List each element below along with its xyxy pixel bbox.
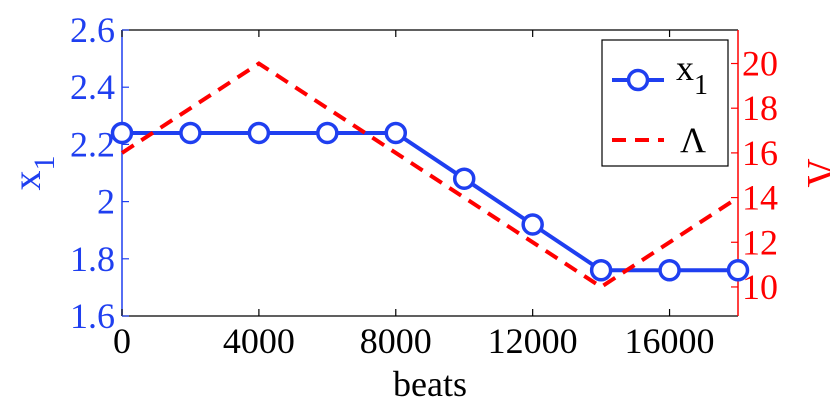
y-left-tick-label: 2: [97, 182, 115, 222]
x-tick-label: 16000: [625, 321, 715, 361]
y-right-tick-label: 14: [742, 178, 778, 218]
legend-marker-series-1: [626, 68, 650, 92]
series-point-1: [521, 213, 544, 236]
y-left-tick-label: 2.2: [70, 124, 115, 164]
legend: x1Λ: [601, 39, 729, 167]
legend-label-series-2: Λ: [680, 120, 706, 160]
y-right-axis-label: Λ: [799, 158, 830, 187]
y-left-tick-label: 2.4: [70, 67, 115, 107]
x-tick-label: 12000: [488, 321, 578, 361]
axis-ticks: 0 4000 8000 12000 160001.61.822.22.42.610121…: [70, 10, 778, 361]
y-left-tick-label: 1.8: [70, 239, 115, 279]
y-left-axis-label: x1: [4, 156, 61, 191]
y-left-tick-label: 2.6: [70, 10, 115, 50]
series-point-1: [726, 258, 750, 282]
x-tick-label: 8000: [360, 321, 432, 361]
x-axis-label: beats: [393, 364, 467, 404]
series-point-1: [452, 167, 476, 190]
series-point-1: [658, 258, 681, 282]
series-point-1: [384, 121, 408, 145]
series-line-1: [122, 130, 738, 273]
series-point-1: [247, 121, 271, 145]
axis-labels: beats x1 Λ: [4, 156, 830, 405]
y-left-tick-label: 1.6: [70, 296, 115, 336]
series-point-1: [179, 121, 202, 145]
y-right-tick-label: 16: [742, 133, 778, 173]
y-right-tick-label: 18: [742, 88, 778, 128]
y-right-tick-label: 20: [742, 44, 778, 84]
series-point-1: [589, 258, 613, 282]
y-right-tick-label: 12: [742, 222, 778, 262]
series-group: [110, 61, 750, 290]
legend-box: [601, 39, 729, 167]
series-line-2: [120, 61, 740, 290]
series-point-1: [110, 121, 134, 145]
x-tick-label: 0: [113, 321, 131, 361]
series-point-1: [316, 121, 339, 145]
x-tick-label: 4000: [223, 321, 295, 361]
